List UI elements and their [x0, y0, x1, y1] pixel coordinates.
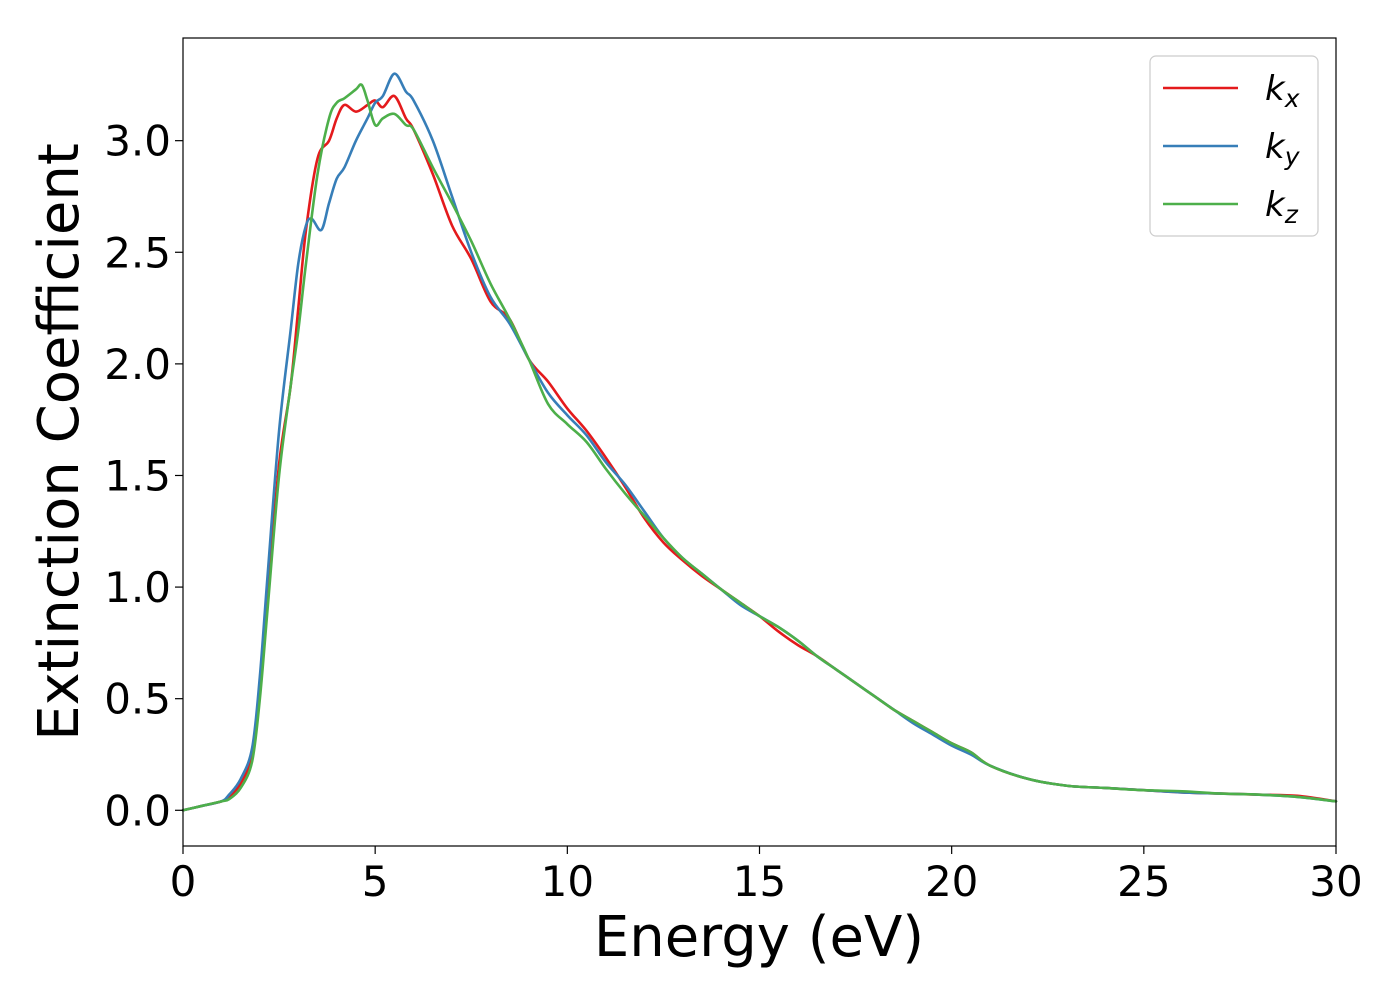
y-tick-label: 0.5 — [104, 675, 171, 724]
y-tick-label: 0.0 — [104, 786, 171, 835]
y-tick-label: 2.0 — [104, 340, 171, 389]
x-tick-label: 10 — [541, 857, 594, 906]
x-tick-label: 15 — [733, 857, 786, 906]
y-tick-label: 3.0 — [104, 117, 171, 166]
x-axis-label: Energy (eV) — [594, 905, 924, 970]
y-axis-label: Extinction Coefficient — [27, 143, 92, 741]
x-axis-ticks: 0 5 10 15 20 25 30 — [170, 846, 1363, 906]
x-tick-label: 30 — [1309, 857, 1362, 906]
y-tick-label: 1.5 — [104, 451, 171, 500]
series-layer — [181, 72, 1338, 812]
x-tick-label: 25 — [1117, 857, 1170, 906]
legend-label-kz: kz — [1265, 185, 1299, 229]
series-line-kz — [181, 83, 1338, 812]
x-tick-label: 0 — [170, 857, 197, 906]
x-tick-label: 20 — [925, 857, 978, 906]
series-line-ky — [181, 72, 1338, 812]
y-tick-label: 1.0 — [104, 563, 171, 612]
y-tick-label: 2.5 — [104, 228, 171, 277]
x-tick-label: 5 — [362, 857, 389, 906]
y-axis-ticks: 0.0 0.5 1.0 1.5 2.0 2.5 3.0 — [104, 117, 183, 835]
